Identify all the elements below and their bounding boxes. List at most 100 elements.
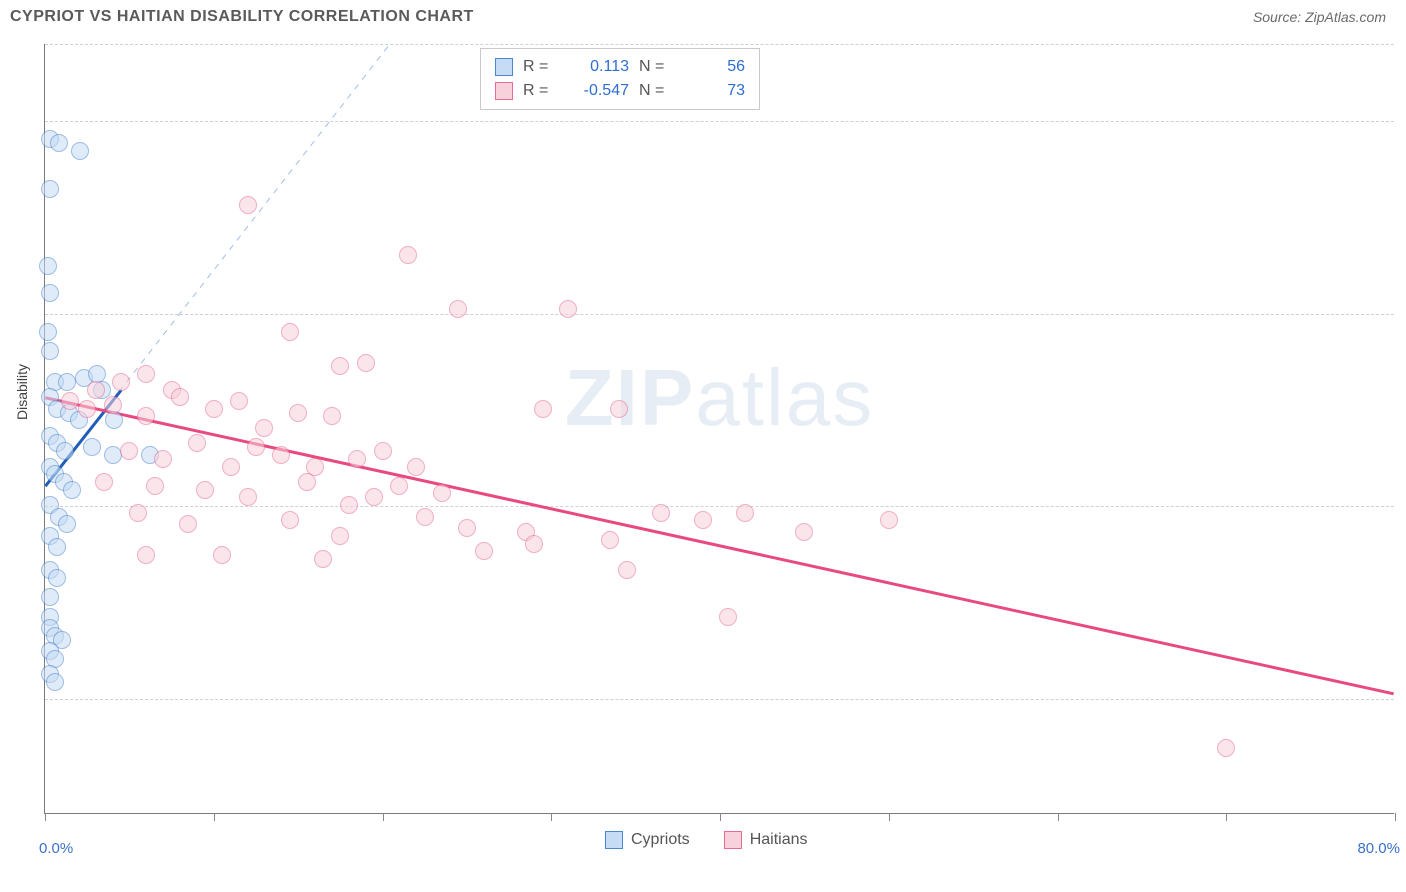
data-point	[46, 673, 64, 691]
x-tick	[214, 813, 215, 821]
legend-n-label: N =	[639, 79, 673, 103]
data-point	[399, 246, 417, 264]
legend-n-value: 73	[683, 79, 745, 103]
data-point	[331, 357, 349, 375]
data-point	[61, 392, 79, 410]
data-point	[534, 400, 552, 418]
x-tick	[1058, 813, 1059, 821]
data-point	[50, 134, 68, 152]
data-point	[137, 407, 155, 425]
data-point	[87, 381, 105, 399]
data-point	[314, 550, 332, 568]
data-point	[239, 196, 257, 214]
data-point	[41, 588, 59, 606]
data-point	[129, 504, 147, 522]
data-point	[331, 527, 349, 545]
data-point	[610, 400, 628, 418]
data-point	[154, 450, 172, 468]
x-tick	[551, 813, 552, 821]
data-point	[601, 531, 619, 549]
data-point	[525, 535, 543, 553]
gridline	[45, 121, 1394, 122]
gridline	[45, 699, 1394, 700]
data-point	[652, 504, 670, 522]
legend-swatch	[495, 82, 513, 100]
data-point	[390, 477, 408, 495]
data-point	[736, 504, 754, 522]
legend-r-label: R =	[523, 79, 557, 103]
legend-r-value: 0.113	[567, 55, 629, 79]
data-point	[433, 484, 451, 502]
legend-swatch	[724, 831, 742, 849]
data-point	[104, 446, 122, 464]
x-tick	[45, 813, 46, 821]
data-point	[179, 515, 197, 533]
data-point	[105, 411, 123, 429]
legend-r-value: -0.547	[567, 79, 629, 103]
data-point	[416, 508, 434, 526]
series-legend: Cypriots Haitians	[605, 831, 808, 849]
data-point	[188, 434, 206, 452]
data-point	[323, 407, 341, 425]
data-point	[41, 342, 59, 360]
data-point	[374, 442, 392, 460]
data-point	[137, 546, 155, 564]
x-axis-max-label: 80.0%	[1357, 840, 1400, 857]
data-point	[120, 442, 138, 460]
data-point	[247, 438, 265, 456]
legend-row: R = -0.547 N = 73	[495, 79, 745, 103]
source-label: Source: ZipAtlas.com	[1253, 9, 1386, 25]
data-point	[112, 373, 130, 391]
chart-title: CYPRIOT VS HAITIAN DISABILITY CORRELATIO…	[10, 8, 474, 26]
data-point	[357, 354, 375, 372]
data-point	[230, 392, 248, 410]
x-axis-min-label: 0.0%	[39, 840, 73, 857]
data-point	[48, 569, 66, 587]
data-point	[58, 515, 76, 533]
data-point	[618, 561, 636, 579]
data-point	[272, 446, 290, 464]
data-point	[365, 488, 383, 506]
data-point	[458, 519, 476, 537]
data-point	[171, 388, 189, 406]
data-point	[56, 442, 74, 460]
data-point	[41, 284, 59, 302]
data-point	[407, 458, 425, 476]
data-point	[449, 300, 467, 318]
data-point	[281, 511, 299, 529]
data-point	[340, 496, 358, 514]
data-point	[281, 323, 299, 341]
data-point	[41, 180, 59, 198]
data-point	[196, 481, 214, 499]
legend-swatch	[605, 831, 623, 849]
data-point	[348, 450, 366, 468]
data-point	[95, 473, 113, 491]
data-point	[39, 257, 57, 275]
data-point	[795, 523, 813, 541]
data-point	[475, 542, 493, 560]
data-point	[298, 473, 316, 491]
y-axis-label: Disability	[14, 364, 30, 420]
data-point	[205, 400, 223, 418]
gridline	[45, 44, 1394, 45]
legend-n-label: N =	[639, 55, 673, 79]
correlation-legend: R =0.113N =56R =-0.547N =73	[480, 48, 760, 110]
data-point	[719, 608, 737, 626]
x-tick	[1395, 813, 1396, 821]
data-point	[222, 458, 240, 476]
data-point	[83, 438, 101, 456]
data-point	[104, 396, 122, 414]
data-point	[137, 365, 155, 383]
x-tick	[889, 813, 890, 821]
chart-header: CYPRIOT VS HAITIAN DISABILITY CORRELATIO…	[0, 0, 1406, 30]
legend-swatch	[495, 58, 513, 76]
data-point	[239, 488, 257, 506]
data-point	[71, 142, 89, 160]
legend-row: R =0.113N =56	[495, 55, 745, 79]
data-point	[694, 511, 712, 529]
data-point	[58, 373, 76, 391]
series-legend-label: Haitians	[750, 831, 808, 849]
gridline	[45, 314, 1394, 315]
data-point	[78, 400, 96, 418]
series-legend-label: Cypriots	[631, 831, 690, 849]
